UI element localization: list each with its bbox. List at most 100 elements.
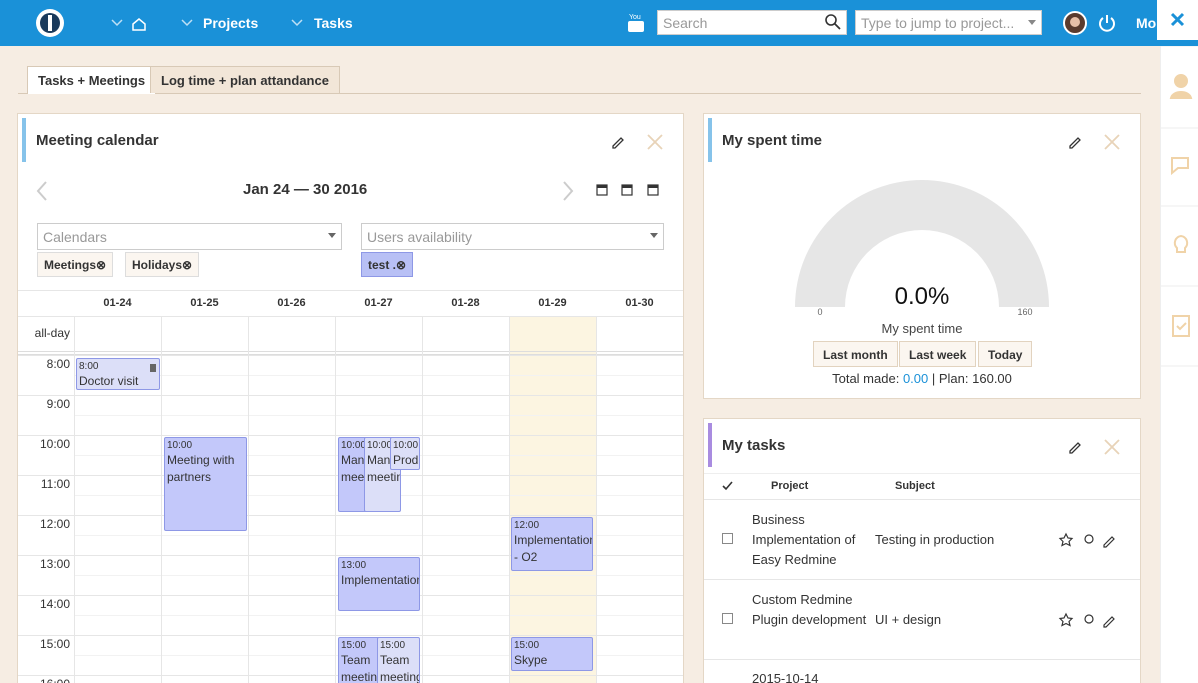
hour-label: 14:00	[39, 597, 70, 611]
today-column	[509, 316, 596, 683]
day-header: 01-29	[538, 297, 567, 309]
nav-projects[interactable]: Projects	[203, 15, 259, 31]
task-subject[interactable]: Testing in production	[875, 532, 995, 547]
gauge-max: 160	[1017, 307, 1032, 317]
event[interactable]: 13:00 Implementation	[338, 557, 420, 611]
event-title: Implementation	[341, 573, 420, 587]
event[interactable]: 15:00 Skype meeting	[511, 637, 593, 671]
hour-label: 13:00	[39, 557, 70, 571]
gauge-track	[795, 180, 1049, 307]
divider	[704, 473, 1140, 474]
divider	[704, 579, 1140, 580]
event-title: Team meeting	[380, 653, 420, 683]
event[interactable]: 10:00 Meeting with partners	[164, 437, 247, 531]
button[interactable]: Last week	[899, 341, 977, 367]
event-time: 10:00	[167, 440, 193, 451]
plan-value: 160.00	[972, 371, 1012, 386]
divider	[704, 659, 1140, 660]
check-all[interactable]	[722, 481, 734, 491]
event-title: Product	[393, 453, 419, 467]
hour-label: 10:00	[39, 437, 70, 451]
chip[interactable]: test .⊗	[361, 252, 414, 277]
button[interactable]: Last month	[813, 341, 898, 367]
chip[interactable]: Holidays⊗	[125, 252, 200, 277]
button[interactable]: Today	[978, 341, 1033, 367]
hour-label: 9:00	[46, 397, 70, 411]
task-actions[interactable]	[720, 530, 1120, 630]
chevron	[181, 19, 193, 27]
hour-label: 15:00	[39, 637, 70, 651]
day-header: 01-27	[364, 297, 393, 309]
logout-icon[interactable]	[1097, 13, 1117, 33]
hour-label: 8:00	[46, 357, 70, 371]
event[interactable]: 10:00 Management meeting	[338, 437, 368, 512]
event-time: 10:00	[393, 440, 419, 451]
accent-bar	[22, 118, 26, 162]
task-project[interactable]: Custom Redmine Plugin development	[752, 592, 867, 627]
date-range: Jan 24 — 30 2016	[243, 181, 368, 198]
event-time: 8:00	[79, 361, 99, 372]
sidebar	[1160, 45, 1198, 683]
event-title: Meeting with partners	[167, 453, 235, 484]
event-title: Skype meeting	[514, 653, 548, 667]
gauge-min: 0	[817, 307, 822, 317]
user-menu[interactable]: Mo	[1136, 15, 1157, 31]
prev-week[interactable]	[34, 180, 54, 202]
event-time: 12:00	[514, 520, 540, 531]
tab-active[interactable]: Tasks + Meetings	[27, 66, 157, 94]
panel-tools[interactable]	[1067, 438, 1127, 458]
all-day-label: all-day	[34, 326, 70, 340]
event[interactable]: 15:00 Team meeting	[338, 637, 380, 683]
dropdown-arrow	[1028, 20, 1036, 25]
avatar[interactable]	[1063, 11, 1087, 35]
logo[interactable]	[34, 7, 66, 39]
task-project[interactable]: 2015-10-14	[752, 671, 819, 683]
calendar-grid: 01-24 01-25 01-26 01-27 01-28 01-29 01-30 8:00 9…	[18, 290, 683, 683]
tasks-panel	[703, 418, 1141, 683]
users-select[interactable]: Users availability	[361, 223, 664, 250]
panel-tools[interactable]	[610, 133, 670, 153]
svg-text:You: You	[629, 14, 641, 21]
event[interactable]: 12:00 Implementation - O2	[511, 517, 593, 571]
panel-tools[interactable]	[1067, 133, 1127, 153]
home-menu[interactable]	[110, 14, 150, 34]
column-header: Project	[771, 480, 809, 492]
nav-tasks[interactable]: Tasks	[314, 15, 353, 31]
event-time: 15:00	[514, 640, 540, 651]
delete-icon[interactable]	[149, 362, 157, 372]
task-project[interactable]: Business Implementation of Easy Redmine	[752, 512, 856, 567]
calendars-select[interactable]: Calendars	[37, 223, 342, 250]
event[interactable]: 10:00 Product	[390, 437, 420, 470]
view-controls[interactable]	[560, 180, 670, 202]
day-header: 01-30	[625, 297, 654, 309]
accent-bar	[708, 118, 712, 162]
event-time: 13:00	[341, 560, 367, 571]
chevron	[291, 19, 303, 27]
search-icon[interactable]	[825, 14, 841, 30]
day-header: 01-24	[103, 297, 132, 309]
event[interactable]: 15:00 Team meeting	[377, 637, 420, 683]
tab[interactable]: Log time + plan attandance	[150, 66, 340, 93]
dropdown-arrow	[650, 233, 658, 238]
event-time: 15:00	[380, 640, 406, 651]
gauge-label: 0.0%	[895, 283, 950, 310]
gauge-caption: My spent time	[881, 321, 963, 336]
hour-label: 12:00	[39, 517, 70, 531]
jump-input[interactable]: Type to jump to project...	[855, 10, 1042, 35]
chip[interactable]: Meetings⊗	[37, 252, 114, 277]
event-title: Team meeting	[341, 653, 380, 683]
youtube-icon[interactable]: You	[627, 13, 645, 33]
divider	[704, 499, 1140, 500]
day-header: 01-28	[451, 297, 480, 309]
search-input[interactable]: Search	[657, 10, 847, 35]
task-subject[interactable]: UI + design	[875, 612, 942, 627]
plan-label: | Plan:	[931, 371, 969, 386]
total-label: Total made:	[832, 371, 900, 386]
day-header: 01-25	[190, 297, 219, 309]
tab-line	[18, 93, 1141, 94]
day-header: 01-26	[277, 297, 306, 309]
event[interactable]: 8:00 Doctor visit	[76, 358, 160, 390]
panel-title: Meeting calendar	[36, 132, 159, 149]
event-title: Implementation - O2	[514, 533, 593, 564]
close-box[interactable]	[1157, 0, 1198, 40]
